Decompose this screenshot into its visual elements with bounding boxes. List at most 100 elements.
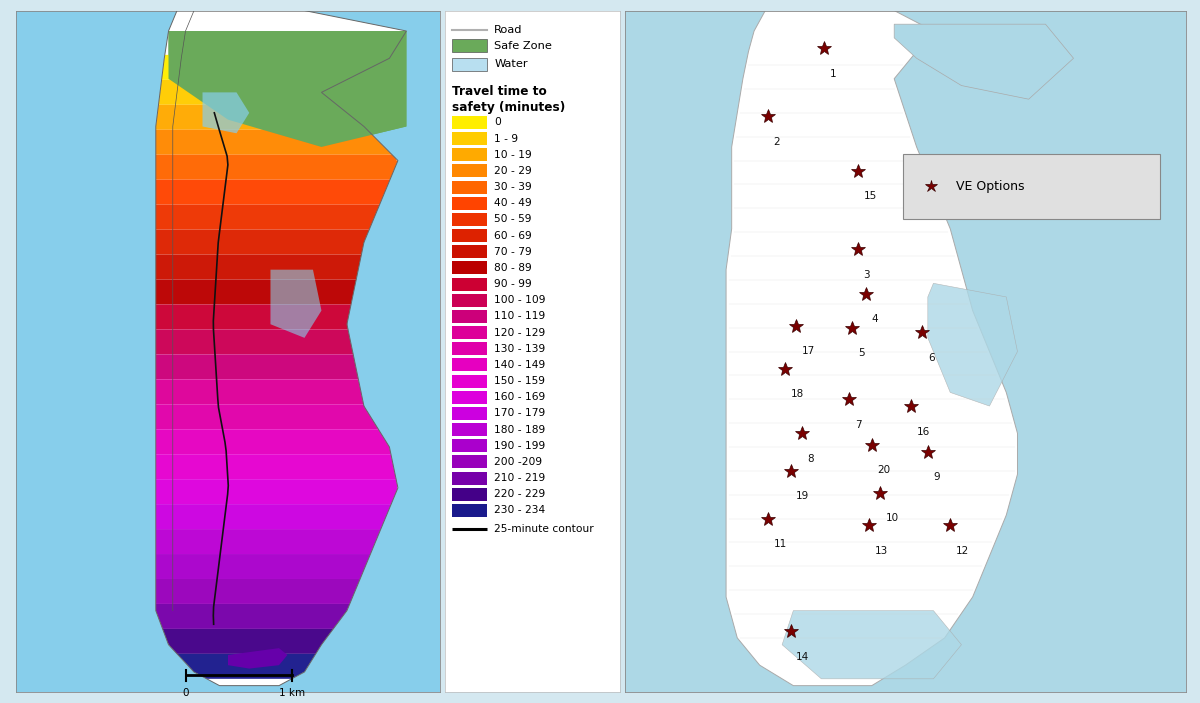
Text: 20 - 29: 20 - 29 bbox=[494, 166, 532, 176]
Polygon shape bbox=[156, 130, 392, 155]
Text: 190 - 199: 190 - 199 bbox=[494, 441, 546, 451]
Text: 100 - 109: 100 - 109 bbox=[494, 295, 546, 305]
Text: 1 km: 1 km bbox=[278, 688, 305, 697]
Bar bbox=[452, 116, 487, 129]
Bar bbox=[452, 278, 487, 290]
Polygon shape bbox=[156, 380, 364, 404]
Text: 1: 1 bbox=[829, 68, 836, 79]
Polygon shape bbox=[203, 92, 250, 134]
Text: 160 - 169: 160 - 169 bbox=[494, 392, 546, 402]
Polygon shape bbox=[156, 11, 407, 685]
Bar bbox=[452, 132, 487, 145]
Polygon shape bbox=[158, 80, 347, 105]
Polygon shape bbox=[168, 31, 407, 147]
Polygon shape bbox=[156, 404, 378, 430]
Text: 17: 17 bbox=[802, 346, 815, 356]
Text: 7: 7 bbox=[854, 420, 862, 430]
Text: 25-minute contour: 25-minute contour bbox=[494, 524, 594, 534]
Text: 6: 6 bbox=[928, 353, 935, 363]
Bar bbox=[452, 439, 487, 452]
Polygon shape bbox=[156, 354, 359, 380]
Polygon shape bbox=[156, 330, 353, 354]
Polygon shape bbox=[928, 283, 1018, 406]
Bar bbox=[452, 504, 487, 517]
Polygon shape bbox=[156, 579, 360, 604]
Polygon shape bbox=[156, 454, 396, 479]
Text: 5: 5 bbox=[858, 348, 864, 358]
Bar bbox=[452, 39, 487, 52]
Text: 130 - 139: 130 - 139 bbox=[494, 344, 546, 354]
Text: 200 -209: 200 -209 bbox=[494, 457, 542, 467]
Polygon shape bbox=[156, 230, 370, 254]
Polygon shape bbox=[156, 280, 356, 304]
Bar bbox=[452, 148, 487, 161]
Text: 30 - 39: 30 - 39 bbox=[494, 182, 532, 192]
Text: 110 - 119: 110 - 119 bbox=[494, 311, 546, 321]
Polygon shape bbox=[162, 55, 391, 80]
Bar bbox=[452, 472, 487, 484]
Bar bbox=[452, 165, 487, 177]
Text: 15: 15 bbox=[863, 191, 877, 201]
Bar bbox=[452, 310, 487, 323]
Bar bbox=[452, 375, 487, 387]
Bar bbox=[452, 456, 487, 468]
Polygon shape bbox=[156, 430, 391, 454]
Text: 16: 16 bbox=[917, 427, 930, 437]
Bar bbox=[452, 391, 487, 404]
Text: 11: 11 bbox=[774, 539, 787, 549]
Polygon shape bbox=[156, 504, 391, 529]
Text: 13: 13 bbox=[875, 546, 888, 556]
Bar bbox=[452, 262, 487, 274]
Polygon shape bbox=[894, 24, 1074, 99]
Polygon shape bbox=[156, 604, 349, 629]
Text: Safe Zone: Safe Zone bbox=[494, 41, 552, 51]
Polygon shape bbox=[156, 155, 397, 180]
Polygon shape bbox=[156, 105, 367, 130]
Text: 20: 20 bbox=[877, 465, 890, 475]
Polygon shape bbox=[163, 629, 334, 654]
Polygon shape bbox=[156, 180, 390, 205]
Text: 60 - 69: 60 - 69 bbox=[494, 231, 532, 240]
Polygon shape bbox=[726, 11, 1018, 685]
Bar bbox=[452, 407, 487, 420]
Bar bbox=[452, 423, 487, 436]
Text: 8: 8 bbox=[808, 454, 814, 464]
Text: 80 - 89: 80 - 89 bbox=[494, 263, 532, 273]
Text: 0: 0 bbox=[182, 688, 188, 697]
Polygon shape bbox=[168, 31, 407, 147]
Bar bbox=[452, 58, 487, 70]
Bar bbox=[452, 294, 487, 307]
Text: 170 - 179: 170 - 179 bbox=[494, 408, 546, 418]
Text: 0: 0 bbox=[494, 117, 502, 127]
Bar bbox=[452, 326, 487, 339]
Bar bbox=[452, 213, 487, 226]
Text: 4: 4 bbox=[871, 314, 878, 324]
Bar bbox=[452, 342, 487, 355]
Polygon shape bbox=[156, 529, 380, 554]
Text: 10: 10 bbox=[886, 513, 899, 523]
Text: 180 - 189: 180 - 189 bbox=[494, 425, 546, 434]
Polygon shape bbox=[156, 304, 352, 330]
Text: 12: 12 bbox=[956, 546, 970, 556]
Polygon shape bbox=[156, 205, 379, 230]
Text: 140 - 149: 140 - 149 bbox=[494, 360, 546, 370]
Polygon shape bbox=[782, 611, 961, 679]
Text: 70 - 79: 70 - 79 bbox=[494, 247, 532, 257]
Text: 220 - 229: 220 - 229 bbox=[494, 489, 546, 499]
Text: 50 - 59: 50 - 59 bbox=[494, 214, 532, 224]
Polygon shape bbox=[156, 554, 371, 579]
Polygon shape bbox=[178, 654, 316, 679]
Bar bbox=[452, 197, 487, 209]
Text: 18: 18 bbox=[791, 389, 804, 399]
Bar bbox=[452, 359, 487, 371]
Text: 19: 19 bbox=[796, 491, 809, 501]
Text: VE Options: VE Options bbox=[956, 180, 1025, 193]
Bar bbox=[452, 229, 487, 242]
Bar bbox=[452, 488, 487, 501]
Text: 14: 14 bbox=[796, 652, 809, 662]
Polygon shape bbox=[156, 254, 361, 280]
Text: 10 - 19: 10 - 19 bbox=[494, 150, 532, 160]
Text: Travel time to: Travel time to bbox=[452, 85, 547, 98]
Text: 2: 2 bbox=[774, 136, 780, 147]
Text: 90 - 99: 90 - 99 bbox=[494, 279, 532, 289]
